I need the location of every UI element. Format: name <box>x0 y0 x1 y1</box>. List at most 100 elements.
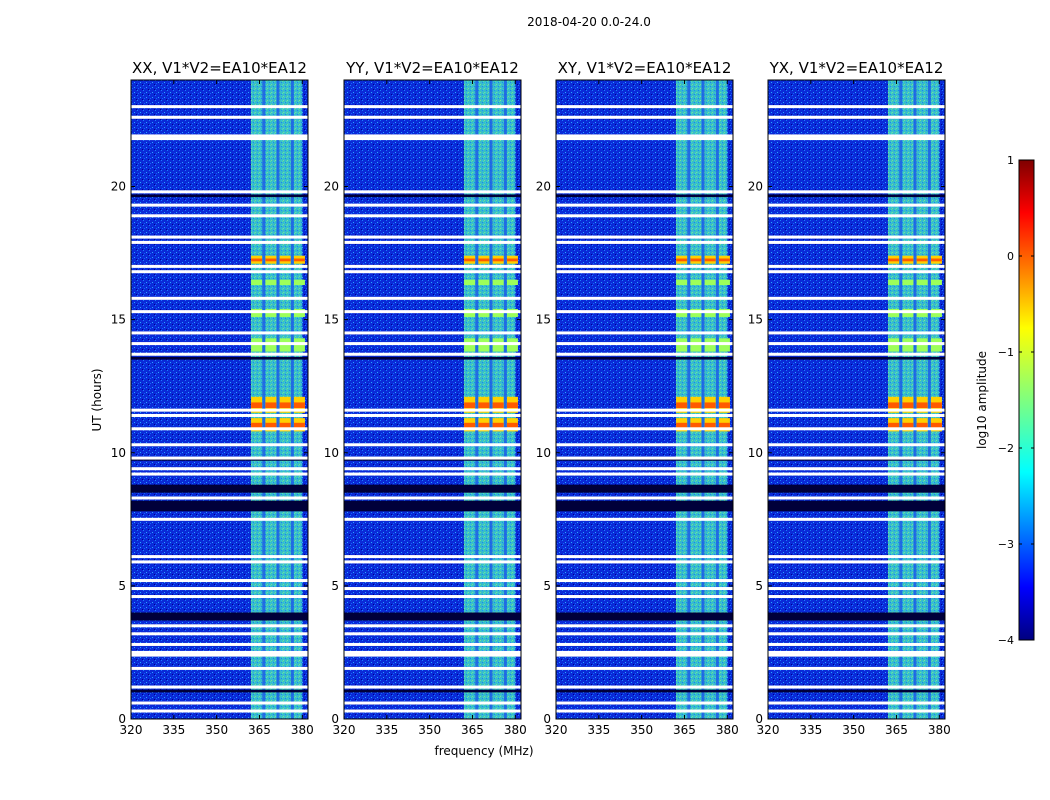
y-tick-label: 15 <box>536 313 551 327</box>
emission-block <box>704 279 716 286</box>
data-gap <box>131 443 308 447</box>
subband-divider <box>899 80 903 719</box>
emission-peak <box>478 258 490 262</box>
data-gap <box>344 137 521 141</box>
data-gap <box>131 408 308 412</box>
flagged-row <box>768 356 945 360</box>
data-gap <box>344 555 521 559</box>
data-gap <box>131 555 308 559</box>
data-gap <box>768 270 945 274</box>
emission-peak <box>930 422 942 428</box>
data-gap <box>344 235 521 239</box>
data-gap <box>768 456 945 460</box>
data-gap <box>344 517 521 521</box>
data-gap <box>556 624 733 628</box>
emission-peak <box>704 258 716 262</box>
data-gap <box>556 137 733 141</box>
emission-peak <box>916 422 928 428</box>
emission-peak <box>251 258 263 262</box>
data-gap <box>556 352 733 356</box>
data-gap <box>131 632 308 636</box>
data-gap <box>556 472 733 476</box>
data-gap <box>344 467 521 471</box>
panel-title: XY, V1*V2=EA10*EA12 <box>558 59 732 77</box>
data-gap <box>768 587 945 591</box>
panel-frame <box>555 79 734 720</box>
data-gap <box>768 190 945 194</box>
data-gap <box>131 331 308 335</box>
y-tick-label: 15 <box>748 313 763 327</box>
data-gap <box>556 456 733 460</box>
data-gap <box>344 560 521 564</box>
emission-peak <box>492 258 504 262</box>
emission-peak <box>690 258 702 262</box>
data-gap <box>556 342 733 346</box>
flagged-row <box>768 500 945 512</box>
y-tick-label: 20 <box>536 180 551 194</box>
emission-peak <box>492 422 504 428</box>
data-gap <box>768 214 945 218</box>
data-gap <box>768 642 945 646</box>
x-tick-label: 380 <box>928 723 951 737</box>
y-tick-label: 15 <box>111 313 126 327</box>
y-tick-label: 0 <box>118 712 126 726</box>
data-gap <box>768 310 945 314</box>
data-gap <box>768 650 945 654</box>
data-gap <box>131 650 308 654</box>
flagged-row <box>131 194 308 198</box>
emission-peak <box>930 402 942 409</box>
data-gap <box>768 342 945 346</box>
data-gap <box>131 115 308 119</box>
data-gap <box>131 264 308 268</box>
emission-block <box>690 279 702 286</box>
data-gap <box>131 413 308 417</box>
x-tick-label: 380 <box>291 723 314 737</box>
emission-peak <box>676 258 688 262</box>
x-tick-label: 350 <box>205 723 228 737</box>
flagged-row <box>768 612 945 621</box>
subband-divider <box>262 80 266 719</box>
emission-peak <box>704 402 716 409</box>
data-gap <box>768 240 945 244</box>
flagged-row <box>344 194 521 198</box>
data-gap <box>344 310 521 314</box>
subband-divider <box>503 80 507 719</box>
data-gap <box>131 595 308 599</box>
data-gap <box>131 310 308 314</box>
y-tick-label: 5 <box>755 579 763 593</box>
data-gap <box>344 624 521 628</box>
colorbar-tick-label: −2 <box>998 442 1014 455</box>
subband-divider <box>927 80 931 719</box>
flagged-row <box>556 689 733 693</box>
y-axis-label: UT (hours) <box>90 368 104 431</box>
emission-block <box>279 279 291 286</box>
data-gap <box>344 650 521 654</box>
y-tick-label: 0 <box>755 712 763 726</box>
y-tick-label: 5 <box>331 579 339 593</box>
emission-peak <box>464 422 476 428</box>
data-gap <box>556 264 733 268</box>
y-tick-label: 10 <box>748 446 763 460</box>
flagged-row <box>344 500 521 512</box>
data-gap <box>344 496 521 500</box>
emission-peak <box>916 402 928 409</box>
flagged-row <box>556 356 733 360</box>
data-gap <box>556 408 733 412</box>
data-gap <box>768 496 945 500</box>
emission-peak <box>888 422 900 428</box>
x-tick-label: 320 <box>333 723 356 737</box>
flagged-row <box>768 194 945 198</box>
flagged-row <box>344 356 521 360</box>
data-gap <box>344 472 521 476</box>
data-gap <box>556 555 733 559</box>
data-gap <box>344 587 521 591</box>
data-gap <box>344 427 521 431</box>
x-tick-label: 350 <box>842 723 865 737</box>
x-tick-label: 365 <box>248 723 271 737</box>
emission-block <box>930 279 942 286</box>
data-gap <box>556 685 733 689</box>
data-gap <box>768 709 945 713</box>
subband-divider <box>290 80 294 719</box>
x-tick-label: 335 <box>587 723 610 737</box>
panel-title: XX, V1*V2=EA10*EA12 <box>132 59 307 77</box>
